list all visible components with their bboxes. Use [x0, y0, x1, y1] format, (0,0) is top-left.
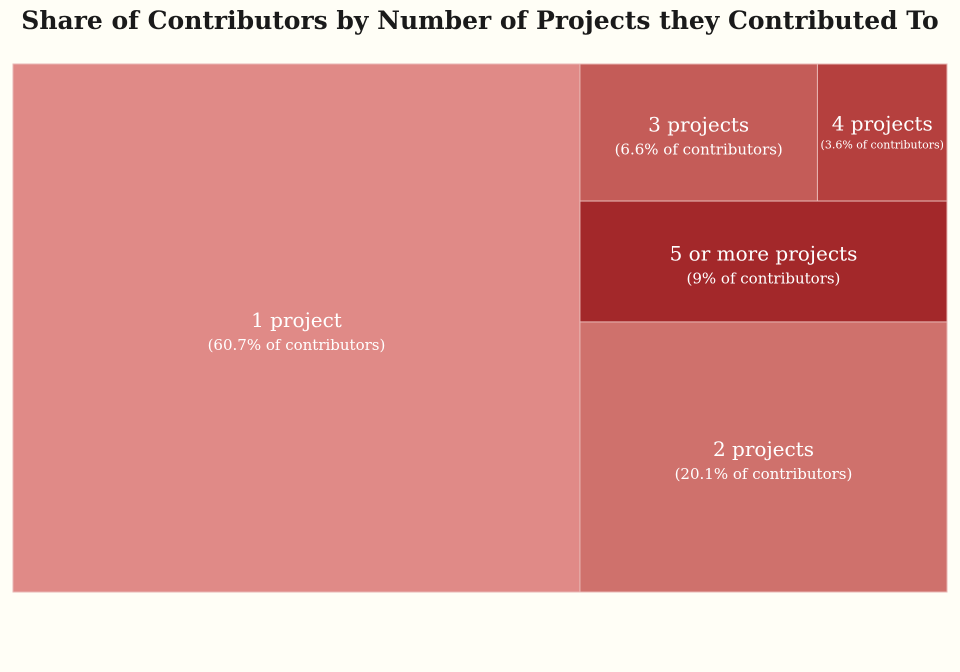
- tile-label: 3 projects: [648, 113, 749, 137]
- treemap-rect-2-projects: [579, 321, 948, 593]
- tile-label: 2 projects: [713, 437, 814, 461]
- chart-title: Share of Contributors by Number of Proje…: [21, 6, 939, 35]
- treemap-tile-2-projects: 2 projects (20.1% of contributors): [579, 321, 948, 593]
- treemap-rect-5-or-more-projects: [579, 200, 948, 323]
- tile-label: 5 or more projects: [670, 241, 858, 265]
- tile-sublabel: (6.6% of contributors): [615, 141, 783, 159]
- treemap-tile-5-or-more-projects: 5 or more projects (9% of contributors): [579, 200, 948, 323]
- treemap-tile-3-projects: 3 projects (6.6% of contributors): [579, 63, 818, 202]
- tile-sublabel: (3.6% of contributors): [821, 139, 944, 152]
- tile-sublabel: (20.1% of contributors): [675, 465, 853, 483]
- tile-sublabel: (9% of contributors): [687, 269, 841, 287]
- tile-label: 4 projects: [832, 112, 933, 136]
- treemap-tile-4-projects: 4 projects (3.6% of contributors): [816, 63, 948, 202]
- tile-label: 1 project: [251, 308, 342, 332]
- treemap-rect-3-projects: [579, 63, 818, 202]
- treemap-rect-1-project: [12, 63, 581, 593]
- treemap-rect-4-projects: [816, 63, 948, 202]
- tile-sublabel: (60.7% of contributors): [208, 336, 386, 354]
- treemap-tile-1-project: 1 project (60.7% of contributors): [12, 63, 581, 593]
